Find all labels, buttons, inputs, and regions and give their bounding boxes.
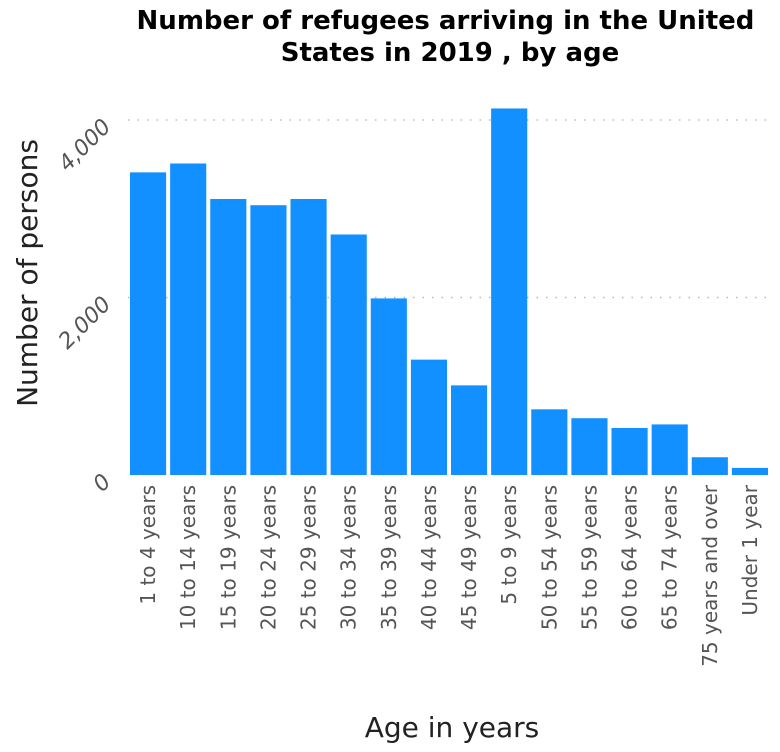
bar xyxy=(370,298,407,475)
x-tick-label: 55 to 59 years xyxy=(577,485,601,630)
x-tick-label: 20 to 24 years xyxy=(256,485,280,630)
x-tick-label: 50 to 54 years xyxy=(537,485,561,630)
bar xyxy=(611,427,648,475)
bar xyxy=(330,234,367,475)
x-tick-labels: 1 to 4 years 10 to 14 years 15 to 19 years… xyxy=(136,484,762,667)
x-tick-label: 45 to 49 years xyxy=(457,485,481,630)
x-tick-label: 60 to 64 years xyxy=(618,485,642,630)
x-tick-label: 30 to 34 years xyxy=(337,485,361,630)
bar xyxy=(210,198,247,476)
x-tick-label: 25 to 29 years xyxy=(297,485,321,630)
y-tick-label: 2,000 xyxy=(54,292,116,354)
x-tick-label: 1 to 4 years xyxy=(136,485,160,605)
bars xyxy=(130,108,769,476)
bar xyxy=(731,467,769,475)
y-tick-labels: 0 2,000 4,000 xyxy=(54,115,116,498)
x-tick-label: 65 to 74 years xyxy=(658,485,682,630)
bar xyxy=(691,457,728,475)
bar xyxy=(491,108,528,476)
x-tick-label: 40 to 44 years xyxy=(417,485,441,630)
x-tick-label: 15 to 19 years xyxy=(216,485,240,630)
y-tick-label: 4,000 xyxy=(54,115,116,177)
x-tick-label: 5 to 9 years xyxy=(497,485,521,605)
bar xyxy=(410,359,448,476)
bar xyxy=(571,418,608,475)
chart-title: Number of refugees arriving in the Unite… xyxy=(137,6,764,68)
x-tick-label: 35 to 39 years xyxy=(377,485,401,630)
x-tick-label: Under 1 year xyxy=(738,484,762,615)
x-axis-title: Age in years xyxy=(365,711,540,744)
bar xyxy=(451,385,488,475)
bar xyxy=(290,198,327,476)
chart-title-line-2: States in 2019 , by age xyxy=(281,38,620,68)
bar xyxy=(651,424,688,475)
bar xyxy=(250,205,287,475)
x-tick-label: 75 years and over xyxy=(698,484,722,667)
chart-title-line-1: Number of refugees arriving in the Unite… xyxy=(137,6,755,36)
bar xyxy=(130,172,167,476)
y-tick-label: 0 xyxy=(89,470,117,498)
bar xyxy=(531,409,568,475)
x-tick-label: 10 to 14 years xyxy=(176,485,200,630)
bar xyxy=(170,163,207,476)
y-axis-title: Number of persons xyxy=(11,139,44,407)
